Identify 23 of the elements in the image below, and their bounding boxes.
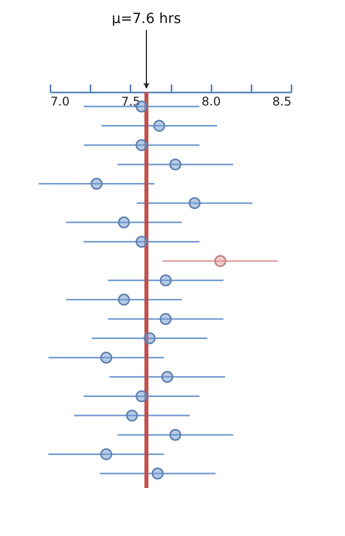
point — [136, 139, 148, 152]
point — [100, 448, 112, 460]
point — [152, 468, 164, 480]
point — [160, 274, 172, 286]
point — [144, 332, 156, 344]
point — [90, 178, 103, 190]
point — [136, 236, 148, 248]
point — [136, 390, 148, 402]
ref-line-label: μ=7.6 hrs — [112, 11, 182, 27]
point — [160, 312, 172, 325]
point — [188, 197, 201, 210]
point — [153, 120, 166, 132]
point — [169, 428, 182, 441]
point — [214, 255, 226, 268]
point — [161, 370, 174, 383]
point — [100, 352, 112, 364]
x-tick-label: 8.5 — [272, 94, 292, 108]
x-tick-label: 8.0 — [202, 94, 221, 108]
point — [118, 294, 130, 306]
x-tick-label: 7.0 — [50, 94, 70, 108]
point — [118, 216, 130, 228]
point — [169, 158, 182, 170]
point — [126, 410, 138, 422]
